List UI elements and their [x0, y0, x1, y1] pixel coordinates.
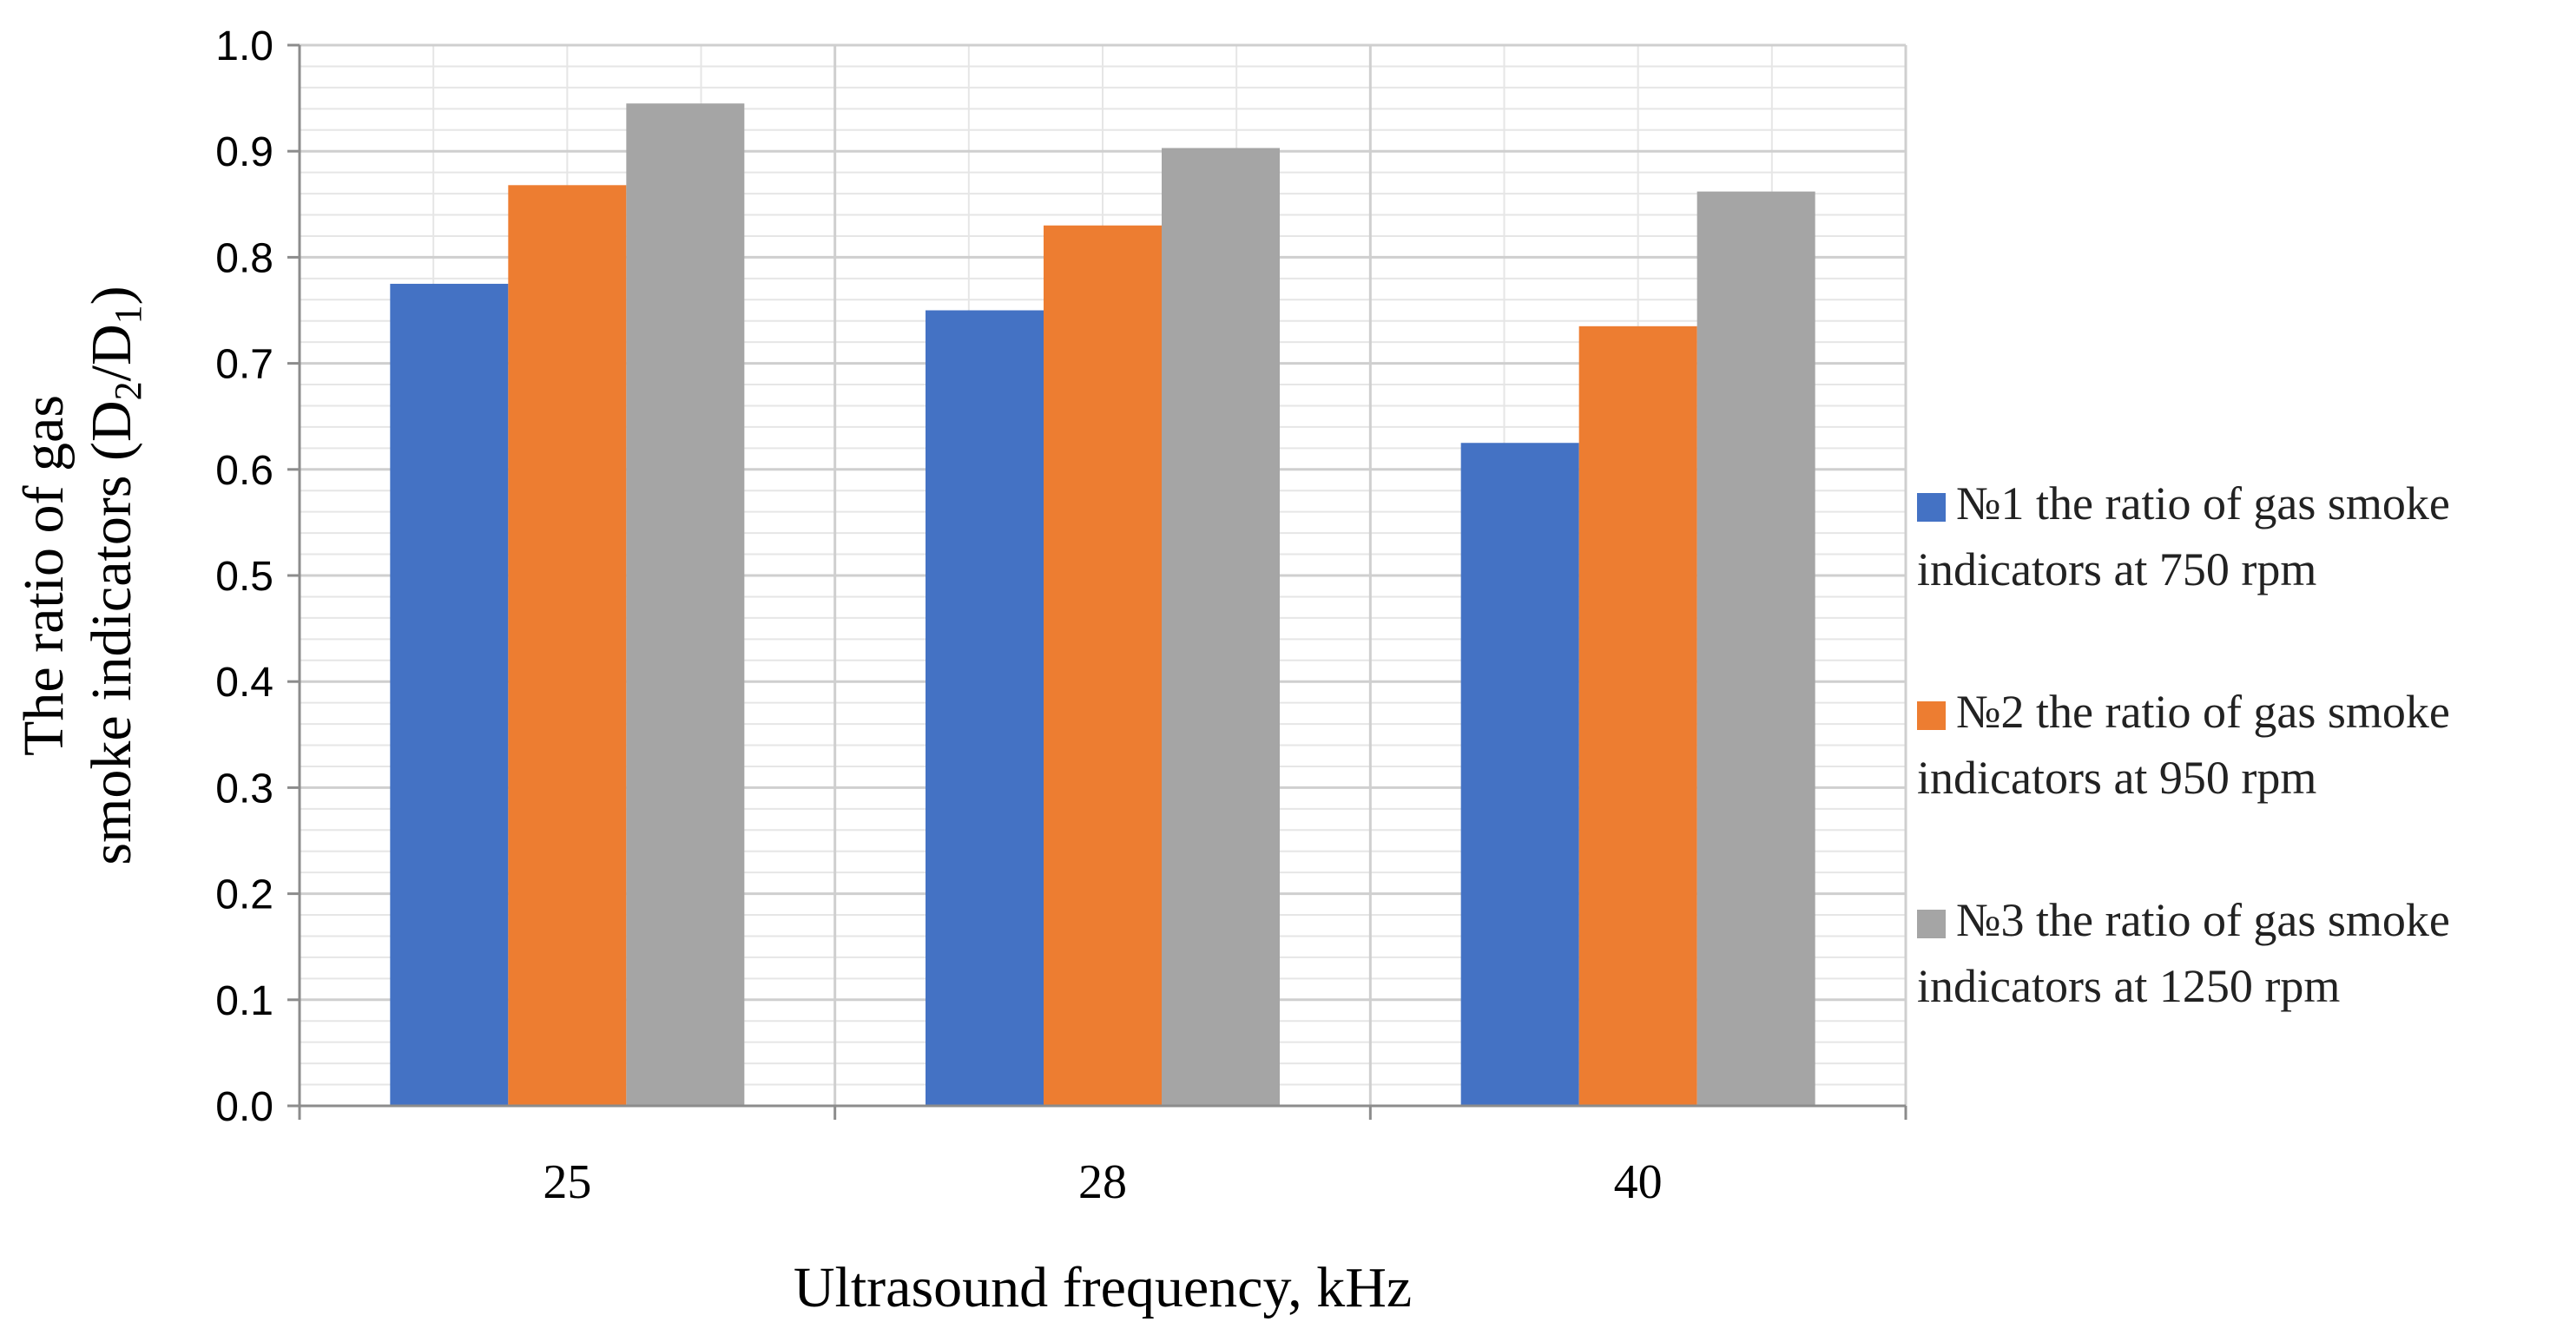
y-tick-label: 0.9	[215, 129, 273, 175]
legend-label-series-1-line2: indicators at 750 rpm	[1917, 543, 2316, 595]
bar-series-2-40	[1578, 326, 1697, 1107]
legend-swatch-series-2	[1917, 701, 1946, 730]
y-tick-label: 0.7	[215, 342, 273, 388]
bar-series-1-40	[1460, 443, 1579, 1106]
legend-swatch-series-1	[1917, 493, 1946, 522]
y-tick-label: 0.6	[215, 448, 273, 494]
y-axis-title-close: )	[80, 286, 143, 305]
y-tick-label: 0.8	[215, 235, 273, 281]
y-tick-labels: 0.0 0.1 0.2 0.3 0.4 0.5 0.6 0.7 0.8 0.9 1.0	[215, 23, 273, 1130]
bar-series-3-28	[1162, 148, 1280, 1107]
bar-series-1-25	[390, 283, 509, 1106]
legend-label-series-3-line1: №3 the ratio of gas smoke	[1956, 894, 2450, 946]
y-axis-title: The ratio of gas smoke indicators (D2/D1…	[12, 286, 149, 865]
x-tick-label: 28	[1078, 1155, 1127, 1209]
y-tick-label: 0.4	[215, 660, 273, 706]
y-axis-title-sub-2: 2	[107, 381, 149, 400]
y-axis-title-line2: smoke indicators (D2/D1)	[80, 286, 149, 865]
y-tick-label: 0.1	[215, 978, 273, 1024]
legend-label-series-2-line2: indicators at 950 rpm	[1917, 752, 2316, 804]
bar-series-2-28	[1044, 225, 1162, 1106]
y-axis-title-line1: The ratio of gas	[12, 395, 76, 756]
x-axis-title: Ultrasound frequency, kHz	[794, 1256, 1412, 1319]
x-tick-labels: 25 28 40	[543, 1155, 1662, 1209]
legend: №1 the ratio of gas smoke indicators at 7…	[1917, 477, 2450, 1012]
bar-series-3-25	[626, 103, 745, 1107]
bars	[390, 103, 1815, 1107]
legend-swatch-series-3	[1917, 910, 1946, 938]
bar-series-2-25	[508, 185, 627, 1107]
y-axis-title-slash: /D	[80, 324, 143, 381]
bar-series-1-28	[926, 310, 1044, 1106]
axes	[287, 43, 1907, 1120]
y-tick-label: 0.5	[215, 554, 273, 600]
y-axis-title-sub-1: 1	[107, 305, 149, 324]
bar-series-3-40	[1696, 191, 1815, 1107]
y-tick-label: 0.3	[215, 766, 273, 812]
legend-label-series-2-line1: №2 the ratio of gas smoke	[1956, 686, 2450, 738]
y-tick-label: 0.0	[215, 1084, 273, 1130]
y-axis-title-prefix: smoke indicators (D	[80, 400, 143, 865]
x-tick-label: 40	[1614, 1155, 1663, 1209]
y-tick-label: 1.0	[215, 23, 273, 69]
x-tick-label: 25	[543, 1155, 591, 1209]
legend-label-series-1-line1: №1 the ratio of gas smoke	[1956, 477, 2450, 529]
legend-label-series-3-line2: indicators at 1250 rpm	[1917, 960, 2340, 1012]
y-tick-label: 0.2	[215, 872, 273, 918]
